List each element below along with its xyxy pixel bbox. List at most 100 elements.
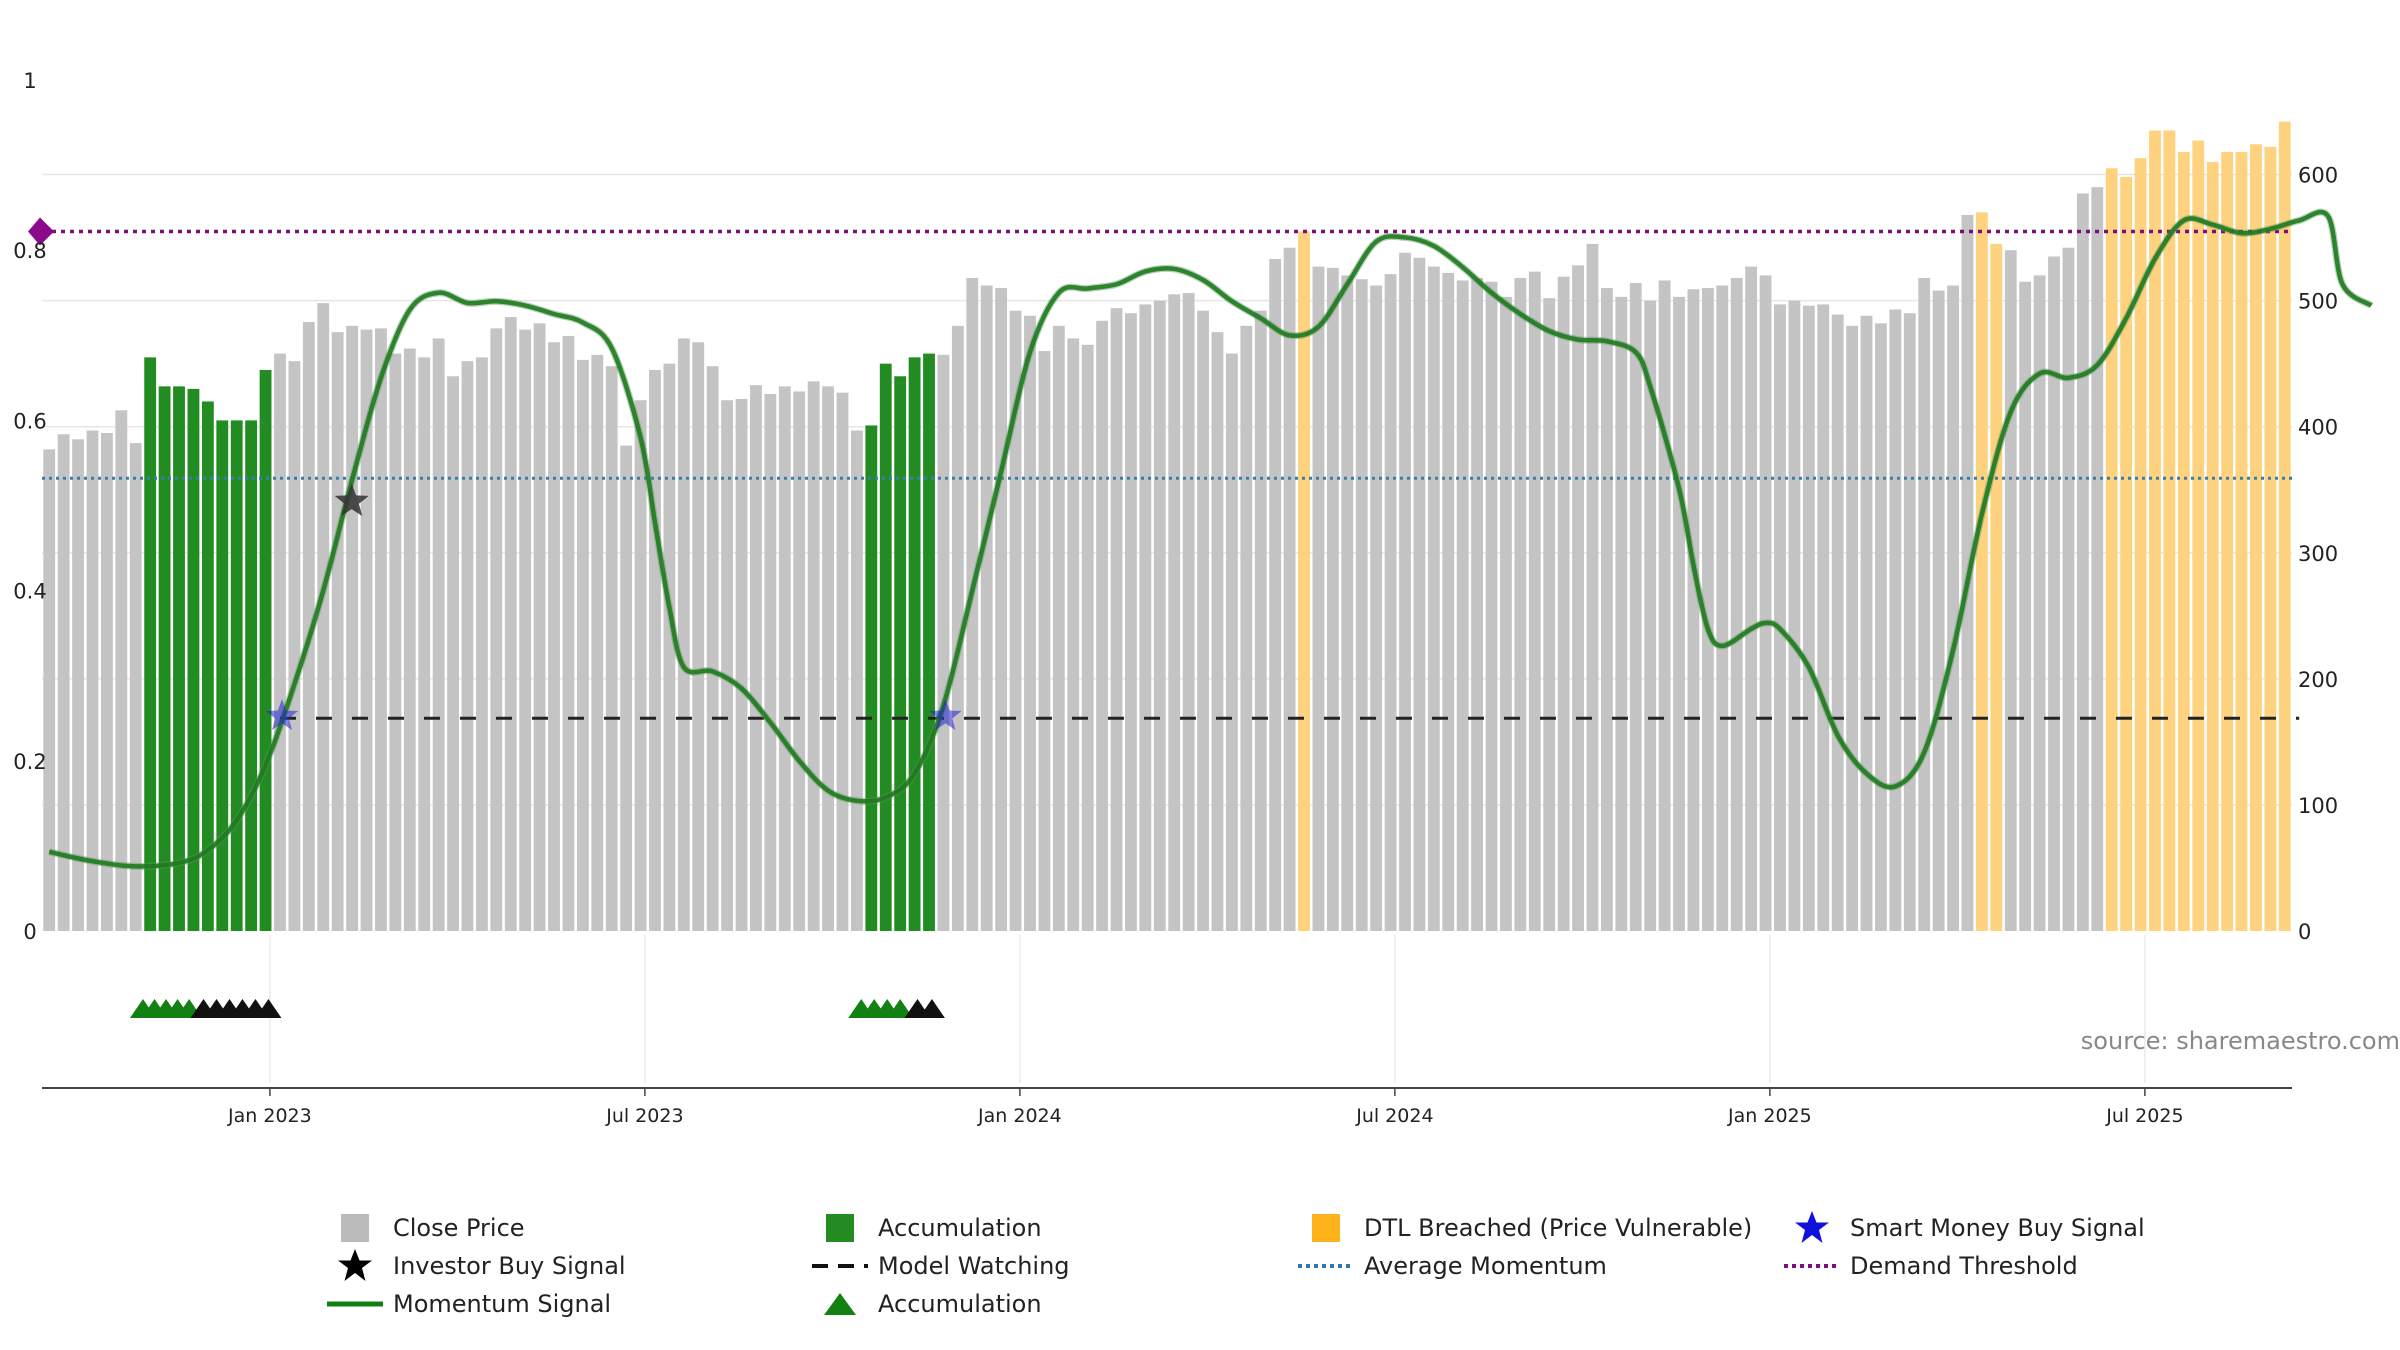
price-bar (331, 332, 344, 931)
price-bar (1875, 323, 1887, 931)
price-bar (1168, 294, 1181, 931)
price-bar (966, 277, 979, 932)
price-bar (1774, 304, 1786, 931)
price-bar (2134, 158, 2147, 932)
price-bar (721, 400, 734, 931)
price-bar (129, 443, 142, 931)
x-axis-tick: Jan 2024 (977, 1105, 1062, 1127)
demand-threshold-marker (28, 217, 54, 246)
price-bar (230, 420, 243, 931)
legend-label: Demand Threshold (1850, 1252, 2078, 1280)
price-bar (995, 288, 1008, 931)
price-bar (1110, 308, 1123, 931)
right-axis-tick: 200 (2298, 668, 2338, 692)
price-bar (2048, 256, 2060, 932)
price-bar (447, 376, 459, 932)
price-bar (1442, 272, 1455, 932)
price-bar (1052, 325, 1065, 931)
price-bar (1528, 271, 1541, 932)
price-bar (1269, 259, 1282, 932)
price-bar (836, 392, 849, 931)
price-bar (2250, 144, 2262, 931)
price-bar (1701, 288, 1714, 931)
price-bar (1370, 285, 1383, 931)
price-bar (1009, 310, 1022, 931)
reference-lines (28, 217, 2300, 720)
left-axis-tick: 0.2 (13, 750, 46, 774)
legend-label: DTL Breached (Price Vulnerable) (1364, 1214, 1753, 1242)
legend: Close Price Accumulation DTL Breached (P… (0, 1210, 2400, 1330)
legend-smart-money: Smart Money Buy Signal (1782, 1210, 2145, 1246)
price-bar (259, 369, 272, 932)
price-bar (375, 328, 387, 931)
price-bar (201, 401, 214, 931)
x-axis-tick: Jan 2025 (1727, 1105, 1812, 1127)
price-bar (677, 338, 690, 931)
price-bar (317, 303, 330, 931)
price-bar (2149, 130, 2161, 931)
price-bar (2192, 140, 2205, 931)
price-bar (2278, 121, 2291, 932)
momentum-line (48, 209, 2373, 869)
right-axis-tick: 600 (2298, 164, 2338, 188)
price-bar (2235, 151, 2248, 931)
left-axis-tick: 0.4 (13, 580, 46, 604)
right-axis-tick: 0 (2298, 920, 2311, 944)
legend-label: Close Price (393, 1214, 525, 1242)
price-bar (1644, 300, 1657, 931)
legend-label: Accumulation (878, 1214, 1042, 1242)
price-bar (1903, 313, 1916, 931)
legend-label: Model Watching (878, 1252, 1070, 1280)
x-axis: Jan 2023 Jul 2023 Jan 2024 Jul 2024 Jan 2025… (42, 1087, 2292, 1127)
price-bar (2264, 146, 2277, 931)
price-bar (1283, 247, 1296, 931)
price-bar (2120, 177, 2133, 932)
price-bar (1860, 315, 1873, 931)
price-bar (1572, 265, 1584, 932)
price-bar (403, 348, 416, 931)
price-bar (1745, 266, 1758, 932)
price-bar (1456, 280, 1469, 931)
price-bar (2019, 281, 2032, 931)
x-axis-tick: Jul 2024 (1355, 1105, 1433, 1127)
momentum-layer (48, 208, 2374, 870)
accumulation-marker (918, 999, 945, 1018)
price-bar (1427, 266, 1440, 932)
price-bar (100, 433, 113, 931)
price-bar (475, 357, 488, 931)
price-bar (1817, 304, 1830, 931)
price-bar (72, 439, 84, 931)
price-bar (1341, 275, 1354, 932)
price-bar (173, 386, 185, 931)
price-bar (1211, 332, 1224, 931)
price-bar (764, 393, 777, 931)
price-bar (418, 357, 431, 931)
accumulation-marker (255, 999, 282, 1018)
left-axis-tick: 0.8 (13, 239, 46, 263)
price-bar (1384, 274, 1397, 932)
price-bar (1975, 212, 1988, 931)
price-bar (1024, 315, 1036, 931)
legend-close-price: Close Price (325, 1210, 525, 1246)
price-bar (620, 445, 633, 931)
dotted-purple-line-icon (1782, 1248, 1842, 1284)
price-bar (663, 363, 676, 932)
price-bar (1298, 231, 1310, 932)
dotted-blue-line-icon (1296, 1248, 1356, 1284)
left-axis-tick: 1 (23, 69, 36, 93)
right-axis-tick: 100 (2298, 794, 2338, 818)
price-bar (562, 335, 575, 931)
price-bar (2221, 151, 2234, 931)
green-square-icon (810, 1210, 870, 1246)
price-bar (519, 329, 532, 931)
legend-demand-threshold: Demand Threshold (1782, 1248, 2078, 1284)
price-bar (360, 329, 373, 931)
price-bar (1225, 353, 1238, 931)
price-bar (807, 381, 820, 932)
price-bar (504, 317, 517, 931)
price-bar (1600, 288, 1613, 931)
price-bar (1788, 300, 1801, 931)
legend-accumulation-triangle: Accumulation (810, 1286, 1042, 1322)
smart-money-buy-signal (265, 699, 299, 730)
left-axis-tick: 0.6 (13, 409, 46, 433)
